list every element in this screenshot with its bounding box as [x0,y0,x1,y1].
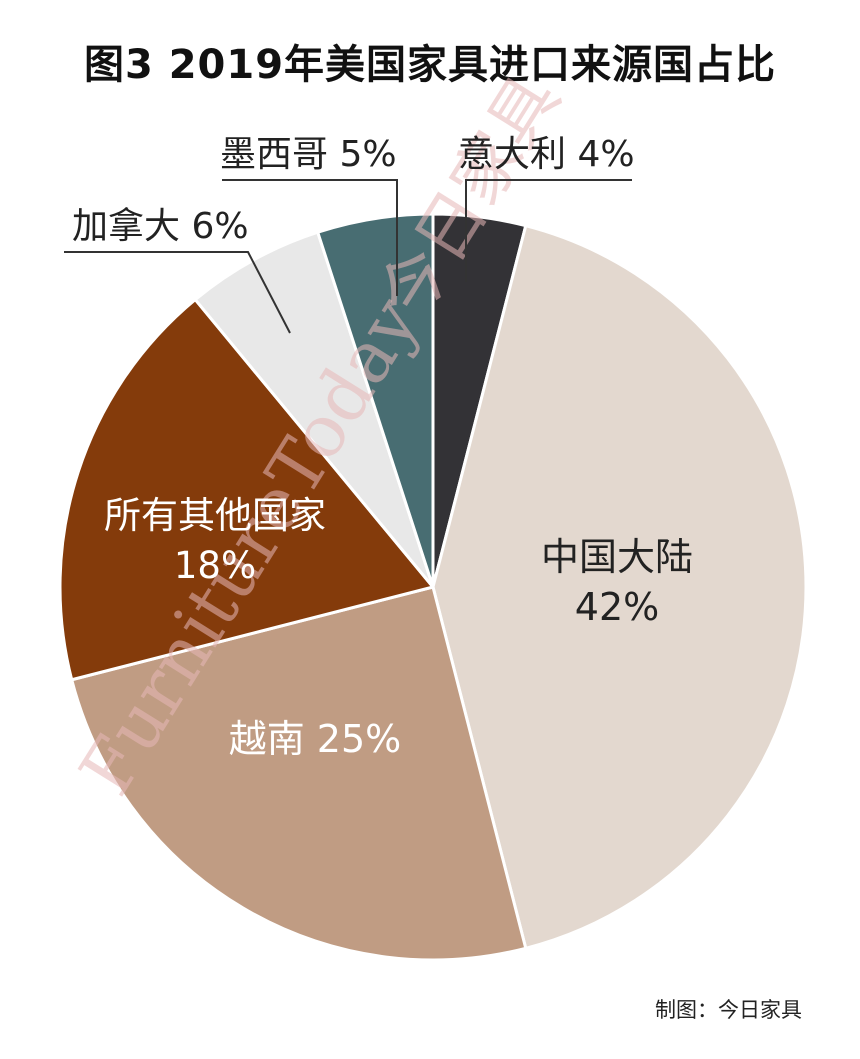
slice-label-name-3: 所有其他国家 [104,494,326,537]
slice-label-value-3: 18% [174,544,256,587]
pie-labels: 意大利 4% 中国大陆 42% 越南 25% 所有其他国家 18% 加拿大 6% 墨西哥 5% [64,134,693,761]
pie-slice-1 [431,224,808,950]
leader-line-5 [222,179,398,296]
slice-label-name-1: 中国大陆 [541,535,693,579]
pie-slices [58,212,808,962]
slice-label-2: 越南 25% [229,717,402,761]
slice-label-4: 加拿大 6% [72,206,249,247]
pie-slice-2 [70,585,528,962]
credit-text: 制图：今日家具 [655,998,802,1022]
pie-slice-5 [316,212,435,589]
slice-label-value-1: 42% [575,585,659,629]
pie-slice-3 [58,298,435,682]
chart-title: 图3 2019年美国家具进口来源国占比 [83,42,777,88]
slice-label-0: 意大利 4% [458,134,635,175]
leader-line-4 [64,251,291,334]
leader-line-0 [465,179,632,282]
slice-label-5: 墨西哥 5% [220,134,397,175]
